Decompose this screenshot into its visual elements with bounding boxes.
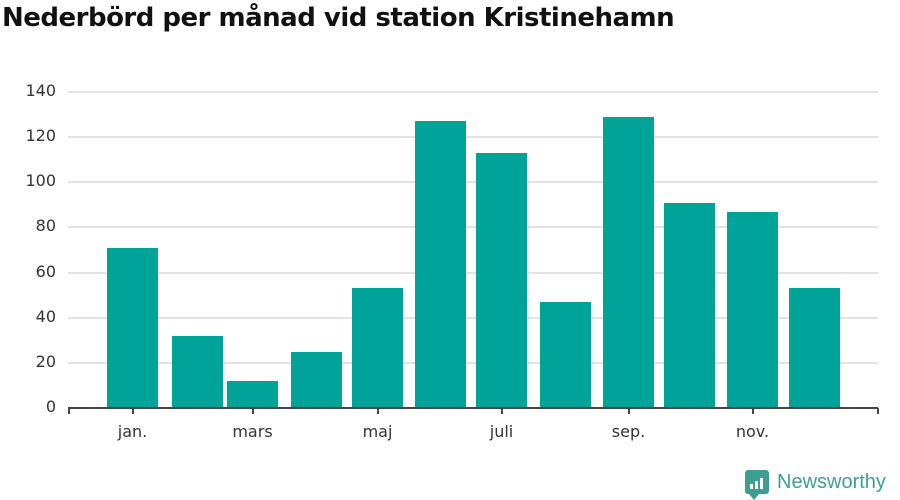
x-axis-end-tick <box>877 408 879 414</box>
y-axis-tick-label: 120 <box>25 126 56 146</box>
newsworthy-logo-icon <box>745 470 769 500</box>
y-axis-tick-label: 60 <box>35 261 56 281</box>
bar-juni[interactable] <box>415 121 466 408</box>
x-axis-tick <box>751 408 754 414</box>
y-axis-tick-label: 20 <box>35 351 56 371</box>
bar-mars[interactable] <box>227 380 278 408</box>
y-axis-tick-label: 0 <box>45 397 56 416</box>
bar-jan[interactable] <box>107 247 158 408</box>
y-axis-tick-label: 80 <box>35 216 56 236</box>
x-axis-tick <box>376 408 379 414</box>
bar-juli[interactable] <box>476 152 527 408</box>
bar-april[interactable] <box>291 351 342 408</box>
x-axis-tick-label: jan. <box>117 422 148 441</box>
x-axis-end-tick <box>68 408 70 414</box>
gridline <box>68 136 878 139</box>
bar-aug[interactable] <box>540 301 591 408</box>
gridline <box>68 271 878 274</box>
bar-dec[interactable] <box>789 288 840 408</box>
x-axis-tick-label: sep. <box>611 422 646 441</box>
y-axis-tick-label: 100 <box>25 171 56 191</box>
x-axis-line <box>68 407 878 409</box>
bar-nov[interactable] <box>727 211 778 408</box>
x-axis-tick <box>500 408 503 414</box>
x-axis-tick <box>627 408 630 414</box>
newsworthy-logo: Newsworthy <box>745 470 886 500</box>
x-axis-tick-label: nov. <box>735 422 770 441</box>
y-axis-tick-label: 40 <box>35 306 56 326</box>
chart-title: Nederbörd per månad vid station Kristine… <box>2 3 675 33</box>
gridline <box>68 181 878 184</box>
x-axis-tick-label: maj <box>362 422 393 441</box>
gridline <box>68 316 878 319</box>
x-axis-tick-label: mars <box>232 422 273 441</box>
gridline <box>68 91 878 93</box>
gridline <box>68 226 878 229</box>
gridline <box>68 361 878 364</box>
y-axis-tick-label: 140 <box>25 81 56 100</box>
brand-name: Newsworthy <box>777 470 886 493</box>
x-axis-tick-label: juli <box>489 422 514 441</box>
bar-okt[interactable] <box>664 202 715 408</box>
x-axis-tick <box>251 408 254 414</box>
bar-sep[interactable] <box>603 116 654 408</box>
bar-feb[interactable] <box>172 335 223 408</box>
x-axis-tick <box>131 408 134 414</box>
bar-maj[interactable] <box>352 288 403 408</box>
